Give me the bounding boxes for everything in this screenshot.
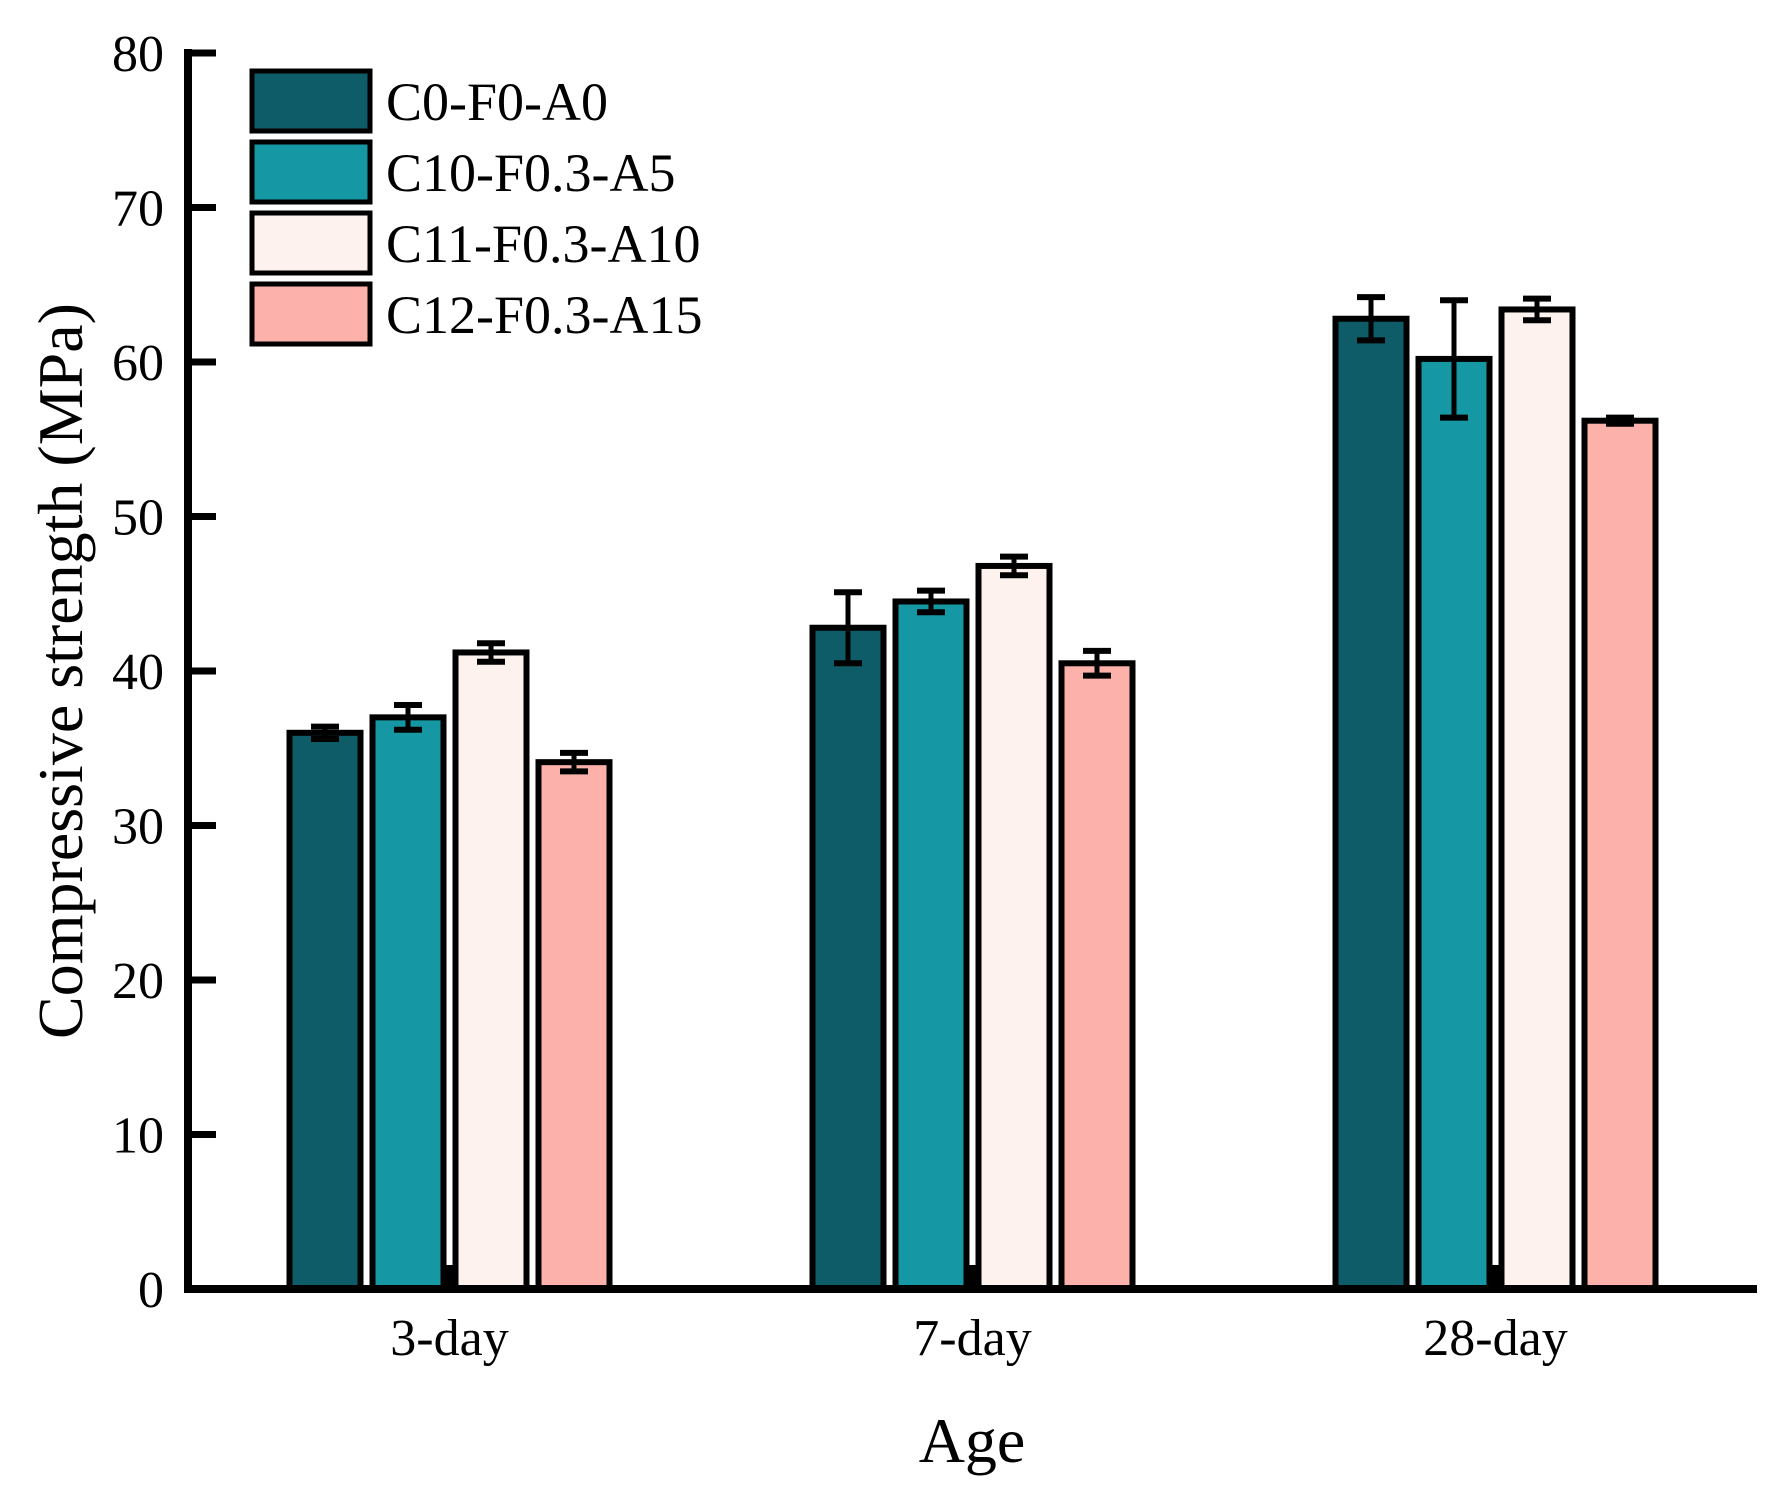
bar-3-day-C10-F0.3-A5 <box>369 714 447 1292</box>
bars-layer <box>286 294 1659 1293</box>
y-tick-label-70: 70 <box>112 181 164 238</box>
legend-swatch-C11-F0.3-A10 <box>249 210 373 276</box>
y-tick-label-20: 20 <box>112 953 164 1010</box>
legend-swatch-C12-F0.3-A15 <box>249 281 373 347</box>
x-tick-label-7-day: 7-day <box>913 1310 1031 1367</box>
bar-28-day-C10-F0.3-A5 <box>1415 355 1493 1293</box>
bar-28-day-C12-F0.3-A15 <box>1581 417 1659 1292</box>
y-tick-label-30: 30 <box>112 799 164 856</box>
legend-label-C0-F0-A0: C0-F0-A0 <box>386 72 608 132</box>
y-tick-label-80: 80 <box>112 26 164 83</box>
legend-layer: C0-F0-A0 C10-F0.3-A5 C11-F0.3-A10 C12-F0.3-… <box>249 68 703 347</box>
bar-7-day-C10-F0.3-A5 <box>892 598 970 1292</box>
legend-label-C11-F0.3-A10: C11-F0.3-A10 <box>386 214 701 274</box>
x-tick-label-28-day: 28-day <box>1423 1310 1567 1367</box>
bar-7-day-C0-F0-A0 <box>809 624 887 1292</box>
x-axis-title: Age <box>919 1405 1026 1476</box>
axes-layer: 0 10 20 30 40 50 60 70 80 3-day 7-day 28-day <box>112 26 1757 1367</box>
bar-7-day-C11-F0.3-A10 <box>975 562 1053 1292</box>
y-tick-label-0: 0 <box>138 1262 164 1319</box>
legend-swatch-C10-F0.3-A5 <box>249 139 373 205</box>
bar-3-day-C0-F0-A0 <box>286 729 364 1292</box>
bar-3-day-C12-F0.3-A15 <box>535 759 613 1292</box>
legend-swatch-C0-F0-A0 <box>249 68 373 134</box>
bar-28-day-C0-F0-A0 <box>1332 315 1410 1292</box>
y-axis-title: Compressive strength (MPa) <box>25 303 96 1039</box>
legend-label-C12-F0.3-A15: C12-F0.3-A15 <box>386 285 703 345</box>
y-tick-label-60: 60 <box>112 335 164 392</box>
legend-label-C10-F0.3-A5: C10-F0.3-A5 <box>386 143 676 203</box>
y-tick-label-40: 40 <box>112 644 164 701</box>
y-tick-label-10: 10 <box>112 1108 164 1165</box>
bar-28-day-C11-F0.3-A10 <box>1498 306 1576 1293</box>
bar-7-day-C12-F0.3-A15 <box>1058 660 1136 1292</box>
bar-3-day-C11-F0.3-A10 <box>452 649 530 1292</box>
y-tick-label-50: 50 <box>112 490 164 547</box>
x-tick-label-3-day: 3-day <box>390 1310 508 1367</box>
